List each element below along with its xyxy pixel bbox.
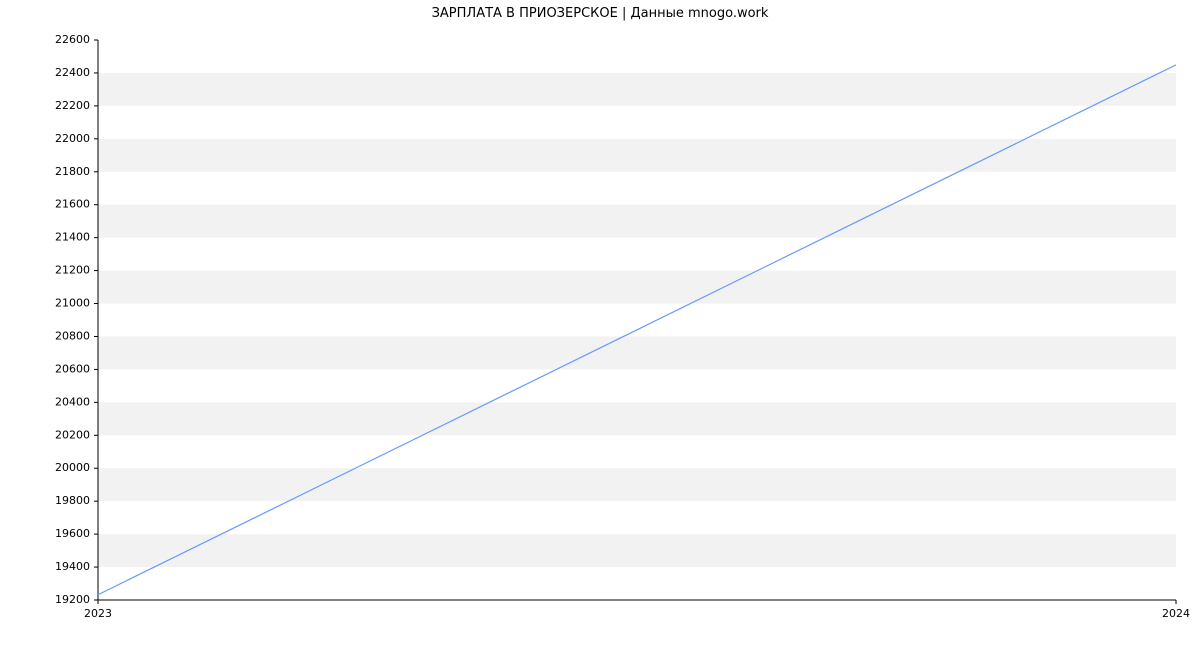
salary-line-chart: ЗАРПЛАТА В ПРИОЗЕРСКОЕ | Данные mnogo.wo…	[0, 0, 1200, 650]
y-tick-label: 19800	[55, 494, 90, 507]
y-tick-label: 19400	[55, 560, 90, 573]
y-tick-label: 22000	[55, 132, 90, 145]
y-tick-label: 22400	[55, 66, 90, 79]
y-tick-label: 20800	[55, 329, 90, 342]
y-tick-label: 22200	[55, 99, 90, 112]
y-tick-label: 20600	[55, 362, 90, 375]
grid-band	[98, 468, 1176, 501]
y-tick-label: 19200	[55, 593, 90, 606]
x-tick-label: 2024	[1162, 607, 1190, 620]
y-tick-label: 21400	[55, 231, 90, 244]
y-tick-label: 22600	[55, 33, 90, 46]
chart-title: ЗАРПЛАТА В ПРИОЗЕРСКОЕ | Данные mnogo.wo…	[0, 6, 1200, 21]
chart-svg: 19200 19400 19600 19800 20000 20200 20400 20600…	[0, 0, 1200, 650]
y-tick-label: 19600	[55, 527, 90, 540]
grid-band	[98, 205, 1176, 238]
grid-band	[98, 73, 1176, 106]
grid-band	[98, 534, 1176, 567]
grid-band	[98, 336, 1176, 369]
y-tick-label: 21800	[55, 165, 90, 178]
y-tick-label: 20000	[55, 461, 90, 474]
y-tick-label: 21000	[55, 297, 90, 310]
x-tick-label: 2023	[84, 607, 112, 620]
y-tick-label: 21600	[55, 198, 90, 211]
y-tick-label: 20400	[55, 395, 90, 408]
grid-band	[98, 271, 1176, 304]
y-tick-label: 21200	[55, 264, 90, 277]
y-tick-label: 20200	[55, 428, 90, 441]
grid-band	[98, 402, 1176, 435]
